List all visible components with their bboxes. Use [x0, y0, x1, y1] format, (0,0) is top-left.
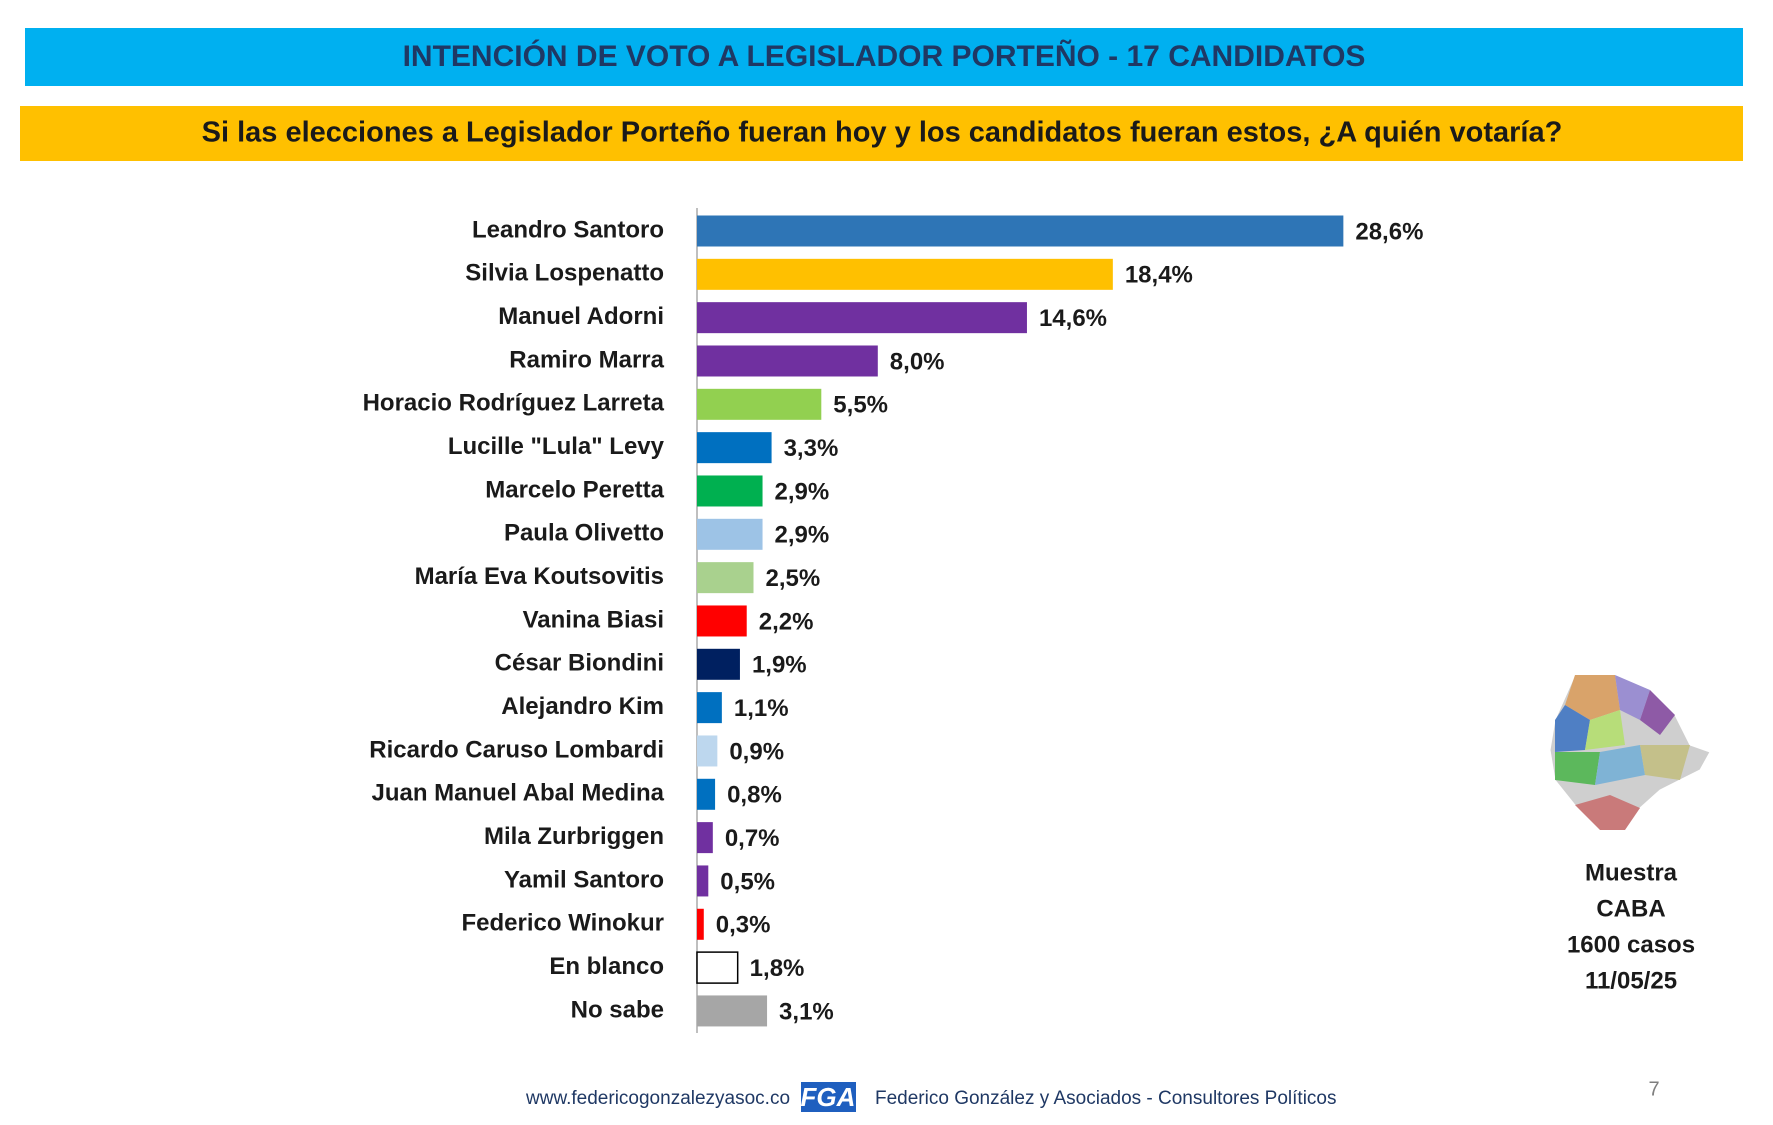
sample-note: 1600 casos: [1567, 931, 1695, 958]
bar: [696, 951, 739, 984]
bar: [697, 865, 709, 897]
bar: [697, 258, 1113, 290]
bar: [697, 995, 768, 1027]
bar: [697, 432, 772, 464]
bar: [697, 518, 763, 550]
value-label: 0,8%: [727, 782, 782, 809]
category-label: Leandro Santoro: [472, 216, 664, 243]
bar: [697, 215, 1344, 247]
category-label: Alejandro Kim: [501, 693, 664, 720]
category-label: Ricardo Caruso Lombardi: [369, 736, 664, 763]
category-label: María Eva Koutsovitis: [415, 563, 664, 590]
subtitle-band: [20, 106, 1743, 161]
value-label: 14,6%: [1039, 305, 1107, 332]
bar: [697, 735, 718, 767]
category-label: Manuel Adorni: [498, 303, 664, 330]
value-label: 1,1%: [734, 695, 789, 722]
footer-website: www.federicogonzalezyasoc.co: [525, 1088, 790, 1109]
bar: [697, 345, 878, 377]
category-label: Juan Manuel Abal Medina: [372, 780, 665, 807]
bar: [697, 605, 747, 637]
value-label: 2,9%: [775, 478, 830, 505]
bar: [697, 388, 822, 420]
page-number: 7: [1648, 1078, 1659, 1100]
category-label: Yamil Santoro: [504, 866, 664, 893]
category-label: En blanco: [549, 953, 664, 980]
footer-logo: FGA: [801, 1082, 856, 1112]
category-label: Ramiro Marra: [509, 346, 664, 373]
value-label: 2,2%: [759, 608, 814, 635]
category-label: Mila Zurbriggen: [484, 823, 664, 850]
category-label: César Biondini: [495, 650, 664, 677]
category-label: Vanina Biasi: [523, 606, 664, 633]
chart-subtitle: Si las elecciones a Legislador Porteño f…: [202, 117, 1563, 149]
value-label: 5,5%: [833, 392, 888, 419]
value-label: 3,1%: [779, 998, 834, 1025]
bar: [697, 302, 1027, 334]
category-label: Federico Winokur: [462, 910, 664, 937]
bar: [697, 562, 754, 594]
sample-note: 11/05/25: [1585, 967, 1677, 994]
sample-note: CABA: [1596, 895, 1665, 922]
value-label: 1,8%: [750, 955, 805, 982]
bar: [697, 822, 713, 854]
value-label: 0,5%: [720, 868, 775, 895]
bar: [697, 648, 740, 680]
value-label: 0,9%: [729, 738, 784, 765]
category-label: Horacio Rodríguez Larreta: [363, 390, 665, 417]
category-label: No sabe: [571, 996, 664, 1023]
bar: [697, 475, 763, 507]
value-label: 2,9%: [775, 522, 830, 549]
footer-company: Federico González y Asociados - Consulto…: [875, 1088, 1337, 1109]
category-label: Marcelo Peretta: [485, 476, 664, 503]
chart-title: INTENCIÓN DE VOTO A LEGISLADOR PORTEÑO -…: [403, 39, 1366, 73]
value-label: 2,5%: [766, 565, 821, 592]
sample-note: Muestra: [1585, 859, 1678, 886]
value-label: 18,4%: [1125, 262, 1193, 289]
bar: [697, 692, 722, 724]
caba-map: [1549, 674, 1711, 831]
logo-box: [801, 1082, 856, 1112]
value-label: 28,6%: [1355, 218, 1423, 245]
category-label: Paula Olivetto: [504, 520, 664, 547]
title-band: [25, 28, 1743, 86]
value-label: 0,3%: [716, 912, 771, 939]
value-label: 0,7%: [725, 825, 780, 852]
category-label: Lucille "Lula" Levy: [448, 433, 665, 460]
bar: [697, 778, 716, 810]
bar: [697, 908, 704, 940]
value-label: 3,3%: [784, 435, 839, 462]
category-label: Silvia Lospenatto: [465, 260, 664, 287]
value-label: 8,0%: [890, 348, 945, 375]
value-label: 1,9%: [752, 652, 807, 679]
